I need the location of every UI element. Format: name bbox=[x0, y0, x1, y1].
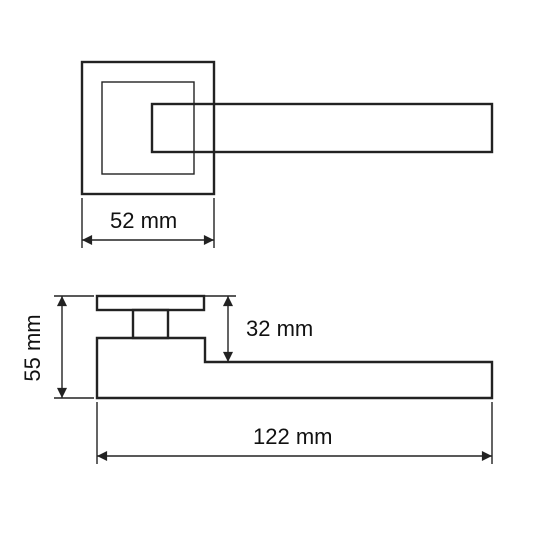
handle-bar-top bbox=[152, 104, 492, 152]
top-view: 52 mm bbox=[82, 62, 492, 248]
dim-52mm: 52 mm bbox=[82, 198, 214, 248]
dim-55mm: 55 mm bbox=[20, 296, 94, 398]
dim-32mm: 32 mm bbox=[205, 296, 313, 362]
side-top-plate bbox=[97, 296, 204, 310]
dim-122mm: 122 mm bbox=[97, 402, 492, 464]
dim-32mm-label: 32 mm bbox=[246, 316, 313, 341]
side-neck bbox=[133, 310, 168, 338]
dim-52mm-label: 52 mm bbox=[110, 208, 177, 233]
dim-55mm-label: 55 mm bbox=[20, 314, 45, 381]
drawing-canvas: 52 mm 55 mm 32 mm 122 mm bbox=[0, 0, 551, 551]
side-view: 55 mm 32 mm 122 mm bbox=[20, 296, 492, 464]
dim-122mm-label: 122 mm bbox=[253, 424, 332, 449]
side-handle-body bbox=[97, 338, 492, 398]
rose-inner bbox=[102, 82, 194, 174]
